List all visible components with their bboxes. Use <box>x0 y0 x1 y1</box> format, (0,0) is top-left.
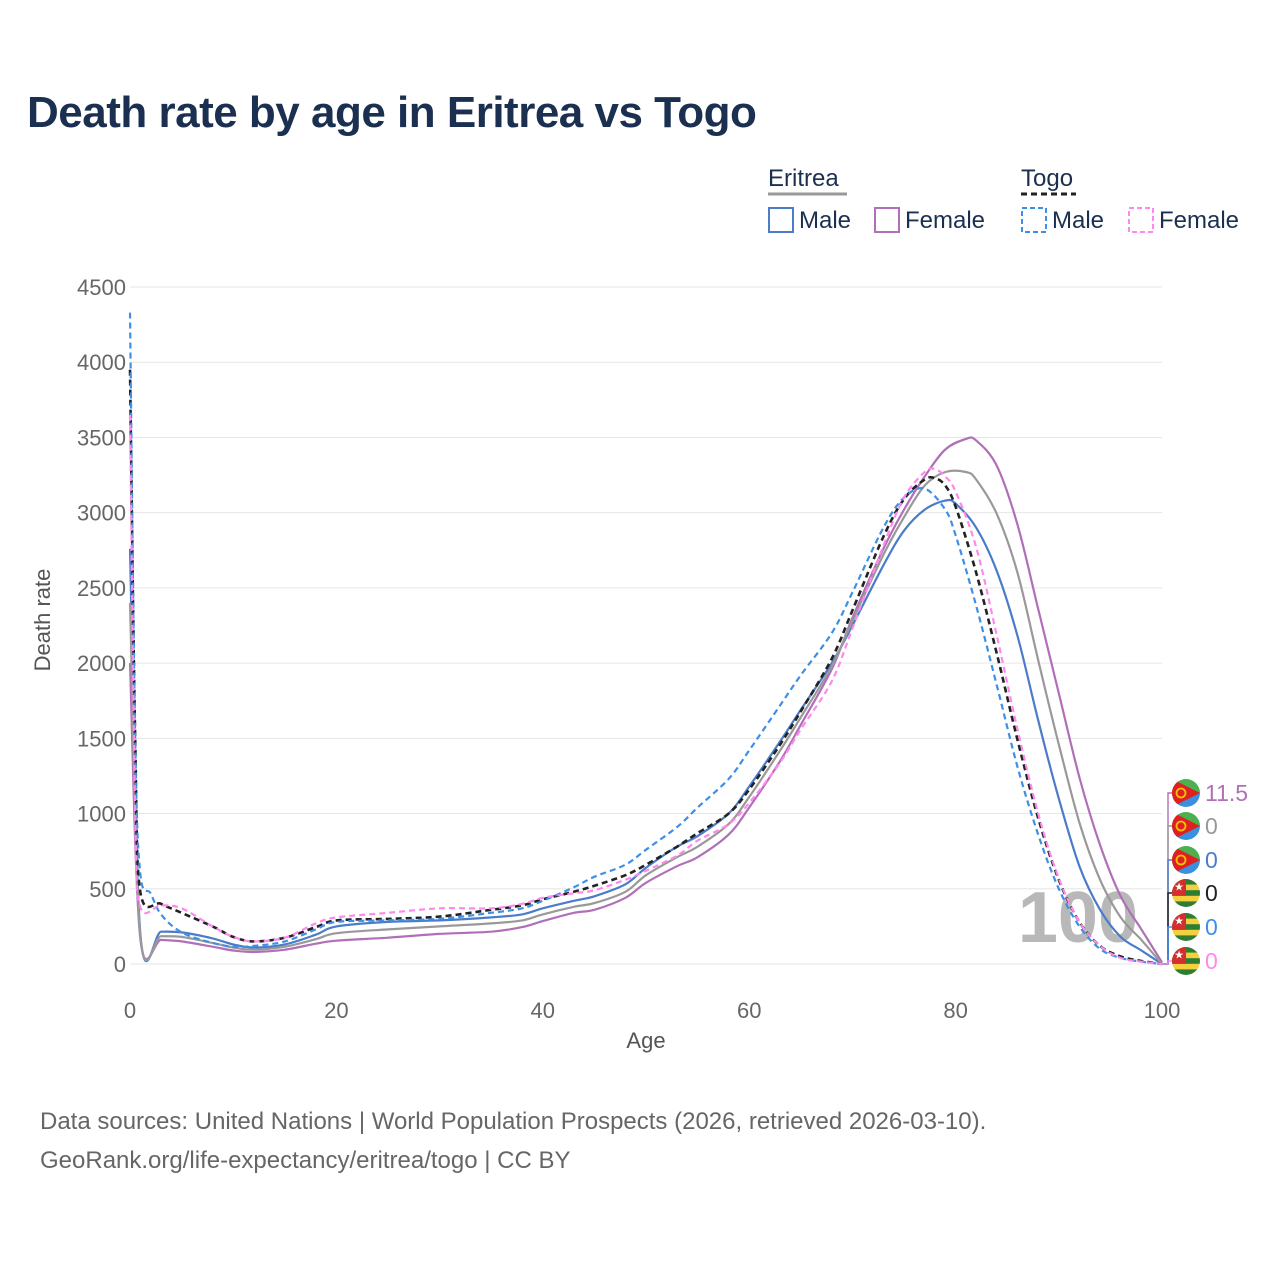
end-value-label: 0 <box>1205 914 1218 940</box>
plot-area <box>128 312 1163 966</box>
svg-text:★: ★ <box>1174 949 1184 962</box>
y-tick-label: 0 <box>114 952 126 977</box>
legend-group-eritrea[interactable]: Eritrea <box>768 165 839 192</box>
y-tick-label: 500 <box>89 877 126 902</box>
end-label-connector <box>1162 960 1172 965</box>
y-tick-label: 3000 <box>77 501 126 526</box>
legend-swatch <box>874 207 900 233</box>
end-label-connector <box>1162 825 1172 965</box>
y-axis: 0 500 1000 1500 2000 2500 3000 3500 4000 4500 <box>77 275 126 977</box>
x-axis-title: Age <box>626 1028 665 1053</box>
end-value-label: 0 <box>1205 880 1218 906</box>
togo-flag-icon: ★ <box>1172 913 1200 941</box>
gridlines <box>130 286 1162 965</box>
eritrea-flag-icon <box>1172 846 1200 874</box>
legend-label: Male <box>1052 207 1104 234</box>
y-tick-label: 2500 <box>77 576 126 601</box>
end-value-label: 0 <box>1205 948 1218 974</box>
legend: Eritrea Togo Male Female Male Female <box>768 165 1239 234</box>
y-tick-label: 4500 <box>77 275 126 300</box>
y-tick-label: 4000 <box>77 350 126 375</box>
y-tick-label: 1000 <box>77 802 126 827</box>
legend-item-togo-male[interactable]: Male <box>1021 207 1104 234</box>
togo-flag-icon: ★ <box>1172 947 1200 975</box>
x-tick-label: 100 <box>1144 998 1181 1023</box>
x-tick-label: 40 <box>531 998 555 1023</box>
series-line-eritrea-male[interactable] <box>128 498 1163 965</box>
series-line-eritrea-total[interactable] <box>128 469 1163 965</box>
end-label-connector <box>1162 859 1172 965</box>
end-value-label: 0 <box>1205 847 1218 873</box>
eritrea-flag-icon <box>1172 812 1200 840</box>
end-value-label: 11.5 <box>1205 780 1248 806</box>
footer-source: Data sources: United Nations | World Pop… <box>40 1108 987 1135</box>
legend-label: Male <box>799 207 851 234</box>
end-label-connector <box>1162 892 1172 965</box>
y-tick-label: 1500 <box>77 726 126 751</box>
y-tick-label: 3500 <box>77 425 126 450</box>
series-line-togo-male[interactable] <box>128 312 1163 966</box>
legend-swatch <box>1021 207 1047 233</box>
end-value-label: 0 <box>1205 813 1218 839</box>
end-label-connector <box>1162 792 1172 965</box>
series-line-eritrea-female[interactable] <box>128 436 1163 963</box>
togo-flag-icon: ★ <box>1172 879 1200 907</box>
chart-title: Death rate by age in Eritrea vs Togo <box>27 88 757 137</box>
svg-text:★: ★ <box>1174 915 1184 928</box>
y-axis-title: Death rate <box>30 569 55 672</box>
series-line-togo-total[interactable] <box>128 369 1163 966</box>
eritrea-flag-icon <box>1172 779 1200 807</box>
legend-label: Female <box>905 207 985 234</box>
legend-item-eritrea-male[interactable]: Male <box>768 207 851 234</box>
x-tick-label: 0 <box>124 998 136 1023</box>
legend-swatch <box>1128 207 1154 233</box>
footer-url[interactable]: GeoRank.org/life-expectancy/eritrea/togo… <box>40 1147 571 1174</box>
x-axis: 0 20 40 60 80 100 <box>124 998 1180 1023</box>
legend-group-togo[interactable]: Togo <box>1021 165 1073 192</box>
x-tick-label: 20 <box>324 998 348 1023</box>
legend-swatch <box>768 207 794 233</box>
legend-label: Female <box>1159 207 1239 234</box>
svg-text:★: ★ <box>1174 881 1184 894</box>
end-label-connector <box>1162 926 1172 965</box>
x-tick-label: 60 <box>737 998 761 1023</box>
x-tick-label: 80 <box>943 998 967 1023</box>
legend-item-togo-female[interactable]: Female <box>1128 207 1239 234</box>
end-value-labels: 11.5 0 0 ★ 0 ★ 0 ★ 0 <box>1162 779 1248 975</box>
y-tick-label: 2000 <box>77 651 126 676</box>
legend-item-eritrea-female[interactable]: Female <box>874 207 985 234</box>
